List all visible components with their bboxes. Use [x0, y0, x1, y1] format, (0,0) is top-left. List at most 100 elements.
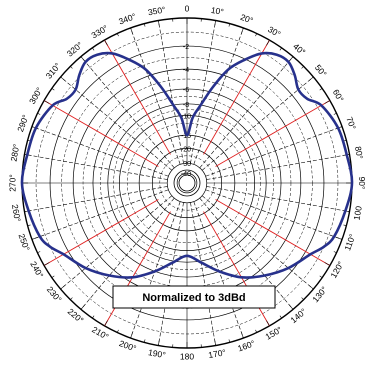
tick-mark: [288, 304, 294, 310]
angle-label: 20°: [239, 12, 255, 26]
angle-label: 100: [351, 205, 363, 221]
tick-mark: [144, 339, 146, 343]
tick-mark: [80, 56, 86, 62]
angle-label: 60°: [331, 88, 346, 104]
tick-mark: [92, 47, 95, 51]
angle-label: 250°: [16, 232, 31, 252]
angle-spokes: [22, 18, 352, 348]
tick-mark: [301, 66, 304, 69]
angle-label: 220°: [66, 306, 86, 325]
angle-label: 160°: [236, 338, 256, 353]
angle-label: 170°: [208, 347, 227, 360]
angle-label: 0: [185, 3, 190, 13]
tick-mark: [43, 262, 50, 266]
angle-label: 10°: [210, 5, 224, 17]
tick-mark: [279, 47, 282, 51]
db-label: -20: [181, 146, 191, 153]
spoke-line: [24, 154, 168, 180]
db-label: -10: [181, 113, 191, 120]
tick-mark: [308, 76, 314, 82]
tick-mark: [158, 20, 160, 27]
tick-mark: [333, 251, 337, 254]
angle-label: 70°: [344, 115, 358, 131]
tick-mark: [51, 275, 55, 278]
spoke-line: [80, 56, 175, 169]
db-label: -4: [183, 67, 189, 74]
tick-mark: [37, 112, 41, 115]
tick-mark: [319, 275, 323, 278]
spoke-line: [60, 76, 173, 171]
tick-mark: [228, 339, 230, 343]
angle-label: 90°: [357, 177, 367, 190]
angle-label: 30°: [266, 24, 282, 39]
db-label: -2: [183, 44, 189, 51]
spoke-line: [206, 186, 350, 212]
tick-mark: [333, 112, 337, 115]
radial-db-labels: -2 -4 -6 -8 -10 -15 -20 -30 -40: [181, 44, 191, 178]
tick-mark: [116, 33, 119, 37]
radiation-pattern: [20, 51, 354, 279]
spoke-line: [205, 126, 343, 177]
angle-label: 270°: [7, 174, 17, 192]
grid-ring: [176, 172, 198, 194]
tick-mark: [301, 297, 304, 300]
tick-mark: [319, 88, 323, 91]
tick-mark: [343, 224, 347, 226]
tick-mark: [104, 320, 108, 327]
tick-mark: [70, 66, 73, 69]
center-ring: [178, 174, 196, 192]
spoke-line: [201, 195, 314, 290]
spoke-line: [130, 27, 181, 165]
spoke-line: [190, 202, 216, 346]
spoke-line: [158, 20, 184, 164]
tick-mark: [228, 23, 230, 27]
spoke-line: [158, 202, 184, 346]
annotation-text: Normalized to 3dBd: [142, 292, 245, 304]
tick-mark: [104, 39, 108, 46]
spoke-line-accent: [104, 39, 171, 155]
tick-mark: [92, 315, 95, 319]
tick-mark: [51, 88, 55, 91]
tick-mark: [324, 100, 331, 104]
pattern-line: [20, 51, 354, 279]
angle-label: 110°: [342, 233, 357, 252]
spoke-line: [24, 186, 168, 212]
grid-ring: [166, 162, 208, 204]
tick-mark: [37, 251, 41, 254]
tick-mark: [308, 284, 314, 290]
angle-label: 130°: [310, 284, 329, 304]
spoke-line: [31, 126, 169, 177]
tick-mark: [60, 284, 66, 290]
tick-mark: [130, 27, 133, 34]
tick-mark: [266, 320, 270, 327]
tick-mark: [266, 39, 270, 46]
tick-mark: [214, 20, 216, 27]
tick-mark: [241, 27, 244, 34]
tick-mark: [144, 23, 146, 27]
spoke-line: [193, 27, 244, 165]
tick-mark: [70, 297, 73, 300]
tick-mark: [336, 237, 343, 240]
tick-mark: [130, 332, 133, 339]
tick-mark: [158, 339, 160, 346]
spoke-line: [199, 56, 294, 169]
angle-label: 350°: [147, 4, 166, 17]
spoke-line: [201, 76, 314, 171]
spoke-line: [31, 189, 169, 240]
spoke-line: [190, 20, 216, 164]
angle-label: 280°: [8, 143, 21, 162]
angle-label: 340°: [117, 11, 137, 26]
spoke-line-accent: [203, 39, 270, 155]
spoke-line-accent: [43, 100, 159, 167]
tick-mark: [255, 33, 258, 37]
angle-label: 140°: [288, 306, 308, 325]
db-label: -6: [183, 87, 189, 94]
spoke-line: [205, 189, 343, 240]
angle-label: 180: [180, 351, 194, 361]
tick-mark: [80, 304, 86, 310]
spoke-line-accent: [215, 100, 331, 167]
annotation-box: Normalized to 3dBd: [112, 285, 276, 309]
angle-label: 190°: [147, 347, 166, 360]
angle-label: 330°: [90, 23, 110, 40]
